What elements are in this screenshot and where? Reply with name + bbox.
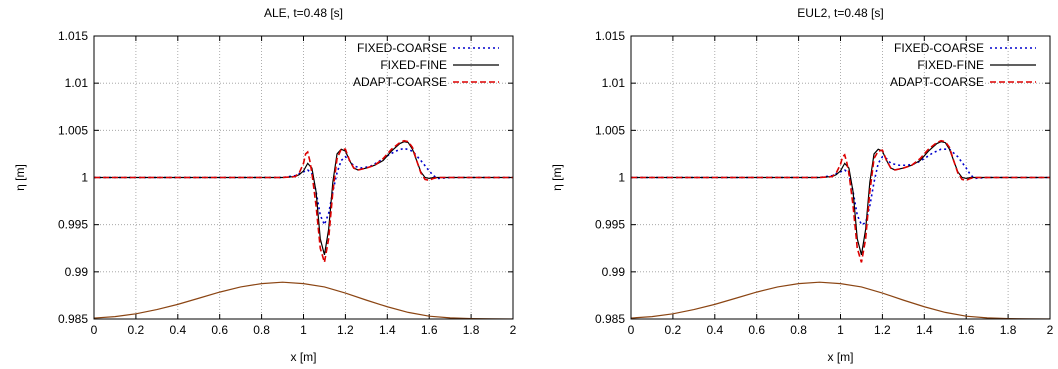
chart-title: ALE, t=0.48 [s] (264, 6, 343, 20)
legend-label: FIXED-COARSE (894, 41, 984, 55)
y-tick-label: 0.985 (595, 312, 625, 326)
y-tick-label: 0.99 (602, 265, 626, 279)
chart-panel-2: 0 0.2 0.4 0.6 0.8 1 1.2 1.4 1.6 1.8 2 0.985 0.99 0.99… (550, 6, 1054, 364)
y-tick-label: 1.005 (58, 123, 88, 137)
y-tick-label: 1.005 (595, 123, 625, 137)
legend-label: FIXED-FINE (917, 58, 984, 72)
legend-label: FIXED-FINE (380, 58, 447, 72)
x-tick-label: 0.6 (748, 323, 765, 337)
legend-label: ADAPT-COARSE (353, 75, 447, 89)
x-tick-label: 0 (91, 323, 98, 337)
x-axis-label: x [m] (828, 350, 854, 364)
plot-frame (630, 35, 1051, 320)
y-tick-label: 1 (81, 171, 88, 185)
y-axis-label: η [m] (13, 164, 27, 191)
y-tick-label: 0.99 (65, 265, 89, 279)
y-tick-label: 1 (618, 171, 625, 185)
x-tick-label: 0.2 (128, 323, 145, 337)
x-tick-label: 1.6 (421, 323, 438, 337)
x-tick-label: 1.8 (1000, 323, 1017, 337)
series-group (94, 139, 513, 319)
legend-label: FIXED-COARSE (357, 41, 447, 55)
x-tick-label: 0.2 (665, 323, 682, 337)
y-tick-label: 0.995 (595, 218, 625, 232)
x-tick-label: 1 (837, 323, 844, 337)
series-group (631, 139, 1050, 319)
x-tick-label: 1.6 (958, 323, 975, 337)
y-tick-label: 1.015 (595, 29, 625, 43)
series-line-adapt-coarse (94, 139, 513, 263)
x-tick-label: 0.8 (253, 323, 270, 337)
plot-frame (93, 35, 514, 320)
chart-panel-1: 0 0.2 0.4 0.6 0.8 1 1.2 1.4 1.6 1.8 2 0.985 0.99 0.99… (13, 6, 517, 364)
x-axis-label: x [m] (291, 350, 317, 364)
series-line-adapt-coarse (631, 139, 1050, 263)
x-tick-label: 1.4 (916, 323, 933, 337)
x-tick-label: 1.2 (874, 323, 891, 337)
y-tick-label: 1.015 (58, 29, 88, 43)
x-tick-label: 1 (300, 323, 307, 337)
y-tick-label: 1.01 (65, 76, 89, 90)
chart-title: EUL2, t=0.48 [s] (797, 6, 883, 20)
series-line-bathymetry (94, 281, 513, 319)
x-tick-label: 0.6 (211, 323, 228, 337)
y-tick-label: 0.995 (58, 218, 88, 232)
x-tick-label: 1.2 (337, 323, 354, 337)
x-tick-label: 0.4 (706, 323, 723, 337)
x-tick-label: 2 (1047, 323, 1054, 337)
y-axis-label: η [m] (550, 164, 564, 191)
x-tick-label: 0.8 (790, 323, 807, 337)
x-tick-label: 1.4 (379, 323, 396, 337)
y-tick-label: 0.985 (58, 312, 88, 326)
x-tick-label: 1.8 (463, 323, 480, 337)
x-tick-label: 0 (628, 323, 635, 337)
y-tick-label: 1.01 (602, 76, 626, 90)
legend-label: ADAPT-COARSE (890, 75, 984, 89)
x-tick-label: 2 (510, 323, 517, 337)
x-tick-label: 0.4 (169, 323, 186, 337)
series-line-bathymetry (631, 281, 1050, 319)
